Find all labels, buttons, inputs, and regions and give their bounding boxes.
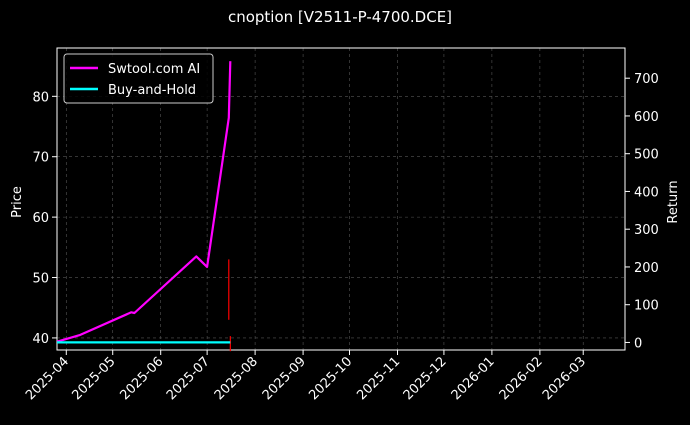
legend-label-buy-and-hold: Buy-and-Hold <box>108 83 196 98</box>
series-layer <box>56 61 232 344</box>
x-tick-label: 2025-08 <box>212 354 261 403</box>
y-tick-label: 70 <box>32 151 49 166</box>
y2-tick-label: 100 <box>634 299 659 314</box>
y2-tick-label: 200 <box>634 261 659 276</box>
y2-tick-label: 0 <box>634 336 642 351</box>
legend-frame <box>63 53 214 104</box>
x-tick-label: 2026-01 <box>449 354 498 403</box>
y2-tick-label: 600 <box>634 110 659 125</box>
x-tick-label: 2025-05 <box>70 354 119 403</box>
x-tick-label: 2025-11 <box>354 354 403 403</box>
y-tick-label: 60 <box>32 211 49 226</box>
x-axis: 2025-042025-052025-062025-072025-082025-… <box>23 350 589 403</box>
grid-layer <box>57 48 625 350</box>
y-tick-label: 50 <box>32 272 49 287</box>
x-tick-label: 2025-07 <box>164 354 213 403</box>
x-tick-label: 2025-04 <box>23 354 72 403</box>
y2-tick-label: 300 <box>634 223 659 238</box>
legend: Swtool.com AI Buy-and-Hold <box>63 53 214 104</box>
plot-frame <box>56 47 626 351</box>
y-axis-label: Price <box>10 186 25 218</box>
x-tick-label: 2026-02 <box>497 354 546 403</box>
legend-label-swtool: Swtool.com AI <box>108 62 200 77</box>
y2-tick-label: 500 <box>634 148 659 163</box>
x-tick-label: 2025-10 <box>306 354 355 403</box>
y-tick-label: 40 <box>32 332 49 347</box>
x-tick-label: 2025-12 <box>401 354 450 403</box>
x-tick-label: 2025-06 <box>118 354 167 403</box>
left-axis: 40 50 60 70 80 <box>32 90 57 347</box>
right-axis: 0 100 200 300 400 500 600 700 <box>625 72 659 351</box>
y2-axis-label: Return <box>666 180 681 223</box>
x-tick-label: 2025-09 <box>260 354 309 403</box>
x-tick-label: 2026-03 <box>540 354 589 403</box>
chart-title: cnoption [V2511-P-4700.DCE] <box>228 8 452 26</box>
y-tick-label: 80 <box>32 90 49 105</box>
annotation-layer <box>228 259 231 352</box>
y2-tick-label: 700 <box>634 72 659 87</box>
y2-tick-label: 400 <box>634 185 659 200</box>
series-line-swtool <box>56 61 232 343</box>
